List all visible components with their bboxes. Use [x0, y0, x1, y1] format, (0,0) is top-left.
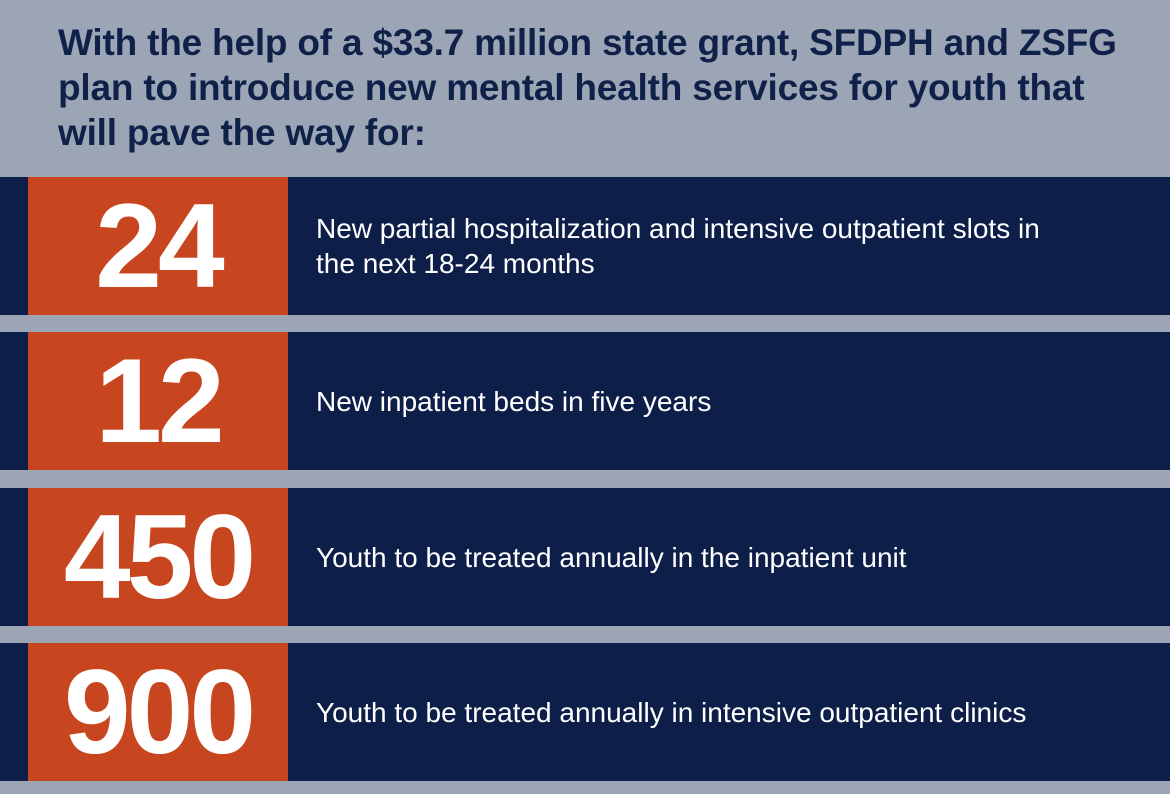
stat-text: Youth to be treated annually in intensiv… [316, 696, 1027, 728]
stat-text-box: New inpatient beds in five years [316, 332, 1156, 470]
stat-text: New inpatient beds in five years [316, 385, 712, 417]
stat-row: 12 New inpatient beds in five years [0, 332, 1170, 470]
stat-text: New partial hospitalization and intensiv… [316, 213, 1040, 279]
stat-number: 24 [28, 177, 288, 315]
stat-row: 450 Youth to be treated annually in the i… [0, 488, 1170, 626]
stat-text-box: New partial hospitalization and intensiv… [316, 177, 1156, 315]
title: With the help of a $33.7 million state g… [58, 22, 1117, 153]
stat-row: 900 Youth to be treated annually in inten… [0, 643, 1170, 781]
stat-text: Youth to be treated annually in the inpa… [316, 541, 907, 573]
stat-number: 900 [28, 643, 288, 781]
stat-text-box: Youth to be treated annually in the inpa… [316, 488, 1156, 626]
stat-number: 12 [28, 332, 288, 470]
stat-row: 24 New partial hospitalization and intens… [0, 177, 1170, 315]
stat-text-box: Youth to be treated annually in intensiv… [316, 643, 1156, 781]
stat-number: 450 [28, 488, 288, 626]
